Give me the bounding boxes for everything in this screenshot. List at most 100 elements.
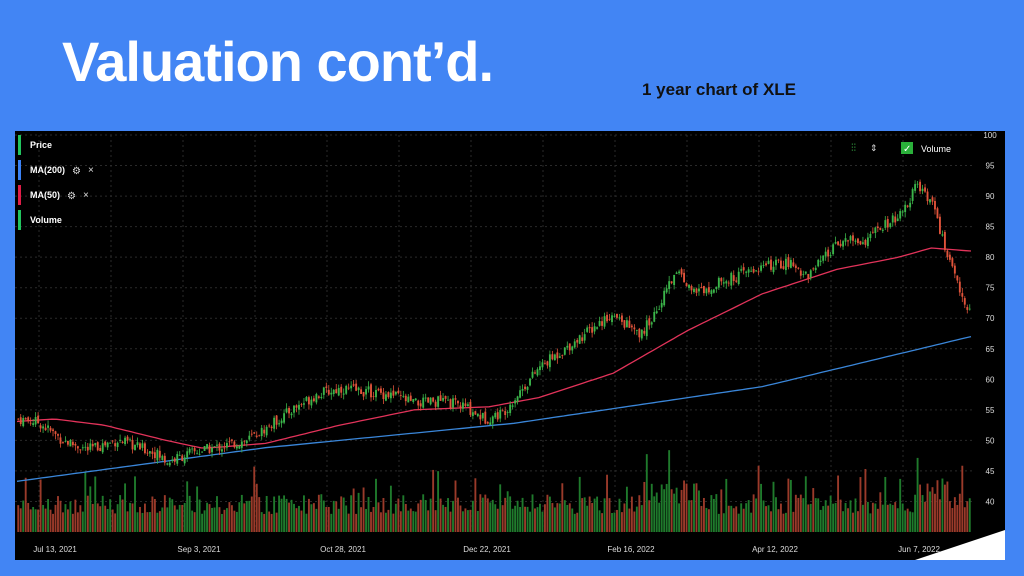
candle-body: [52, 429, 54, 432]
candle-body: [861, 242, 864, 244]
volume-bar: [285, 498, 288, 532]
volume-bar: [536, 507, 539, 532]
volume-bar: [129, 502, 131, 532]
candle-body: [17, 418, 20, 420]
y-axis: 100 95 90 85 80 75 70 65 60 55 50 45 40: [983, 131, 997, 506]
candle-body: [551, 354, 554, 360]
candlestick-chart: 100 95 90 85 80 75 70 65 60 55 50 45 40 Jul 13, 2021…: [15, 131, 997, 554]
ma200-close-icon[interactable]: ×: [88, 165, 94, 176]
volume-bar: [598, 510, 601, 532]
candle-body: [799, 270, 802, 276]
volume-bar: [452, 500, 454, 532]
candle-body: [76, 446, 79, 449]
volume-bar: [121, 499, 124, 532]
volume-bar: [305, 513, 308, 532]
candle-body: [153, 452, 156, 459]
candle-body: [546, 361, 549, 366]
legend-volume-label[interactable]: Volume: [30, 215, 62, 225]
volume-bar: [879, 492, 882, 532]
y-tick-label: 75: [986, 284, 995, 293]
volume-bar: [263, 513, 266, 532]
volume-bar: [76, 512, 79, 532]
ma200-settings-icon[interactable]: ⚙: [72, 166, 81, 177]
candle-body: [747, 269, 750, 273]
volume-bar: [678, 503, 681, 532]
candle-body: [871, 231, 874, 233]
legend-ma50-label[interactable]: MA(50): [30, 190, 60, 200]
candle-body: [707, 287, 710, 293]
volume-bar: [849, 500, 852, 532]
volume-bar: [747, 500, 750, 532]
candle-body: [337, 387, 340, 396]
volume-checkbox[interactable]: [901, 142, 913, 154]
volume-bar: [303, 495, 305, 532]
volume-bar: [298, 505, 300, 532]
volume-bar: [546, 494, 549, 532]
candle-body: [561, 355, 564, 356]
candle-body: [722, 282, 725, 284]
volume-bar: [832, 503, 835, 532]
candle-body: [653, 312, 656, 322]
candle-body: [280, 420, 283, 424]
candle-body: [380, 388, 382, 393]
volume-bar: [106, 508, 109, 532]
candle-body: [347, 387, 350, 389]
volume-bar: [81, 511, 84, 532]
volume-bar: [496, 508, 499, 532]
sort-arrows-icon[interactable]: ⇕: [870, 143, 878, 153]
volume-bar: [755, 498, 758, 532]
candle-body: [568, 343, 571, 351]
candle-body: [49, 427, 52, 431]
candle-body: [481, 412, 484, 419]
volume-bars: [17, 450, 971, 532]
volume-toggle-label[interactable]: Volume: [921, 144, 951, 154]
candle-body: [62, 442, 64, 444]
volume-bar: [807, 504, 810, 532]
candle-body: [839, 243, 842, 247]
volume-bar: [648, 500, 651, 532]
candle-body: [268, 425, 271, 427]
volume-bar: [191, 510, 194, 532]
volume-bar: [32, 506, 35, 532]
candle-body: [516, 396, 519, 402]
ma50-settings-icon[interactable]: ⚙: [67, 191, 76, 202]
volume-bar: [740, 503, 743, 532]
volume-bar: [432, 469, 435, 532]
candle-body: [442, 398, 445, 401]
volume-bar: [469, 509, 472, 532]
candle-body: [737, 271, 740, 285]
candle-body: [178, 455, 181, 456]
volume-bar: [884, 476, 887, 532]
volume-bar: [293, 503, 295, 532]
candle-body: [258, 435, 261, 437]
candle-body: [139, 443, 141, 450]
volume-bar: [693, 483, 695, 532]
candle-body: [630, 325, 633, 328]
candle-body: [298, 404, 300, 410]
legend-price-label[interactable]: Price: [30, 140, 52, 150]
volume-bar: [906, 508, 909, 532]
candle-body: [263, 429, 266, 434]
candle-body: [842, 241, 844, 247]
ma50-close-icon[interactable]: ×: [83, 190, 89, 201]
volume-bar: [514, 505, 517, 532]
candle-body: [290, 413, 293, 416]
volume-bar: [901, 503, 904, 532]
candle-body: [648, 318, 651, 326]
candle-body: [720, 278, 723, 282]
volume-bar: [794, 494, 797, 532]
candle-body: [360, 389, 363, 394]
y-tick-label: 100: [983, 131, 997, 140]
candle-body: [248, 435, 251, 440]
legend-ma200-label[interactable]: MA(200): [30, 165, 65, 175]
volume-bar: [392, 513, 395, 532]
volume-bar: [561, 483, 564, 532]
candle-type-icon[interactable]: ⫶⫶: [851, 143, 856, 154]
candle-body: [914, 184, 917, 191]
candle-body: [777, 259, 780, 261]
volume-bar: [24, 477, 27, 532]
volume-bar: [653, 496, 656, 532]
volume-bar: [842, 511, 844, 532]
candle-body: [389, 392, 392, 399]
volume-bar: [218, 507, 221, 532]
